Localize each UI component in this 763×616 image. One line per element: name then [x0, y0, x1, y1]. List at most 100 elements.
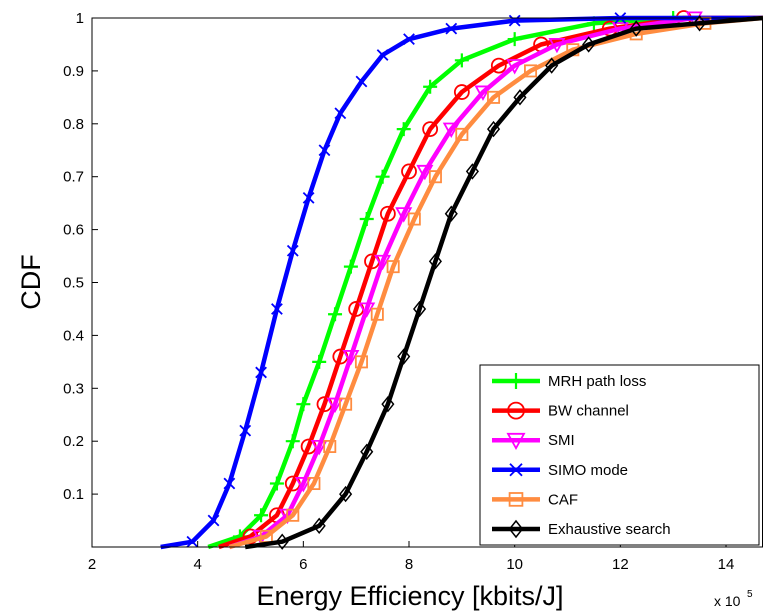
- diamond-marker: [582, 36, 596, 53]
- plus-marker: [343, 259, 358, 274]
- plus-marker: [254, 508, 269, 523]
- legend-item: CAF: [492, 491, 578, 508]
- y-tick-label: 0.6: [63, 222, 84, 239]
- legend: MRH path loss BW channel SMI SIMO mode CAF Ex…: [479, 364, 760, 546]
- diamond-marker: [413, 300, 427, 318]
- y-tick-label: 0.9: [63, 63, 84, 80]
- square-marker: [323, 439, 337, 453]
- triangle-marker: [294, 477, 312, 493]
- square-marker: [524, 64, 538, 78]
- legend-item: Exhaustive search: [492, 519, 671, 539]
- square-marker: [428, 170, 442, 184]
- x-marker: [239, 424, 252, 437]
- plus-marker: [454, 53, 469, 68]
- x-marker: [376, 49, 389, 61]
- triangle-marker: [342, 350, 360, 366]
- y-axis-title: CDF: [16, 254, 46, 310]
- x-marker: [355, 75, 368, 88]
- square-marker: [407, 212, 421, 226]
- x-tick-label: 2: [88, 556, 96, 573]
- square-marker: [487, 90, 501, 104]
- diamond-marker: [629, 20, 643, 37]
- square-marker: [455, 127, 469, 141]
- series-line: [207, 15, 763, 550]
- x-marker: [445, 22, 458, 35]
- x-tick-label: 6: [299, 556, 307, 573]
- square-marker: [354, 355, 368, 369]
- legend-label: BW channel: [548, 403, 629, 420]
- triangle-marker: [326, 397, 344, 414]
- series-3: [160, 12, 763, 550]
- triangle-marker: [442, 122, 460, 138]
- diamond-marker: [508, 519, 524, 539]
- x-marker: [271, 303, 283, 315]
- triangle-marker: [548, 37, 566, 54]
- diamond-marker: [545, 57, 559, 74]
- series-2: [228, 11, 763, 550]
- legend-item: SIMO mode: [492, 462, 628, 479]
- circle-marker: [422, 121, 439, 137]
- series-line: [244, 15, 763, 550]
- y-tick-label: 0.2: [63, 433, 84, 450]
- x-marker: [286, 244, 299, 257]
- diamond-marker: [465, 163, 479, 180]
- plus-marker: [269, 476, 284, 491]
- x-axis-multiplier-exponent: 5: [747, 589, 753, 600]
- legend-label: SMI: [548, 432, 575, 449]
- square-marker: [307, 477, 321, 491]
- diamond-marker: [513, 89, 527, 106]
- y-tick-label: 0.4: [63, 327, 84, 344]
- y-tick-label: 0.1: [63, 486, 84, 503]
- y-tick-label: 0.8: [63, 116, 84, 133]
- y-tick-label: 0.5: [63, 275, 84, 292]
- plus-marker: [328, 307, 343, 322]
- x-marker: [334, 107, 347, 120]
- legend-label: SIMO mode: [548, 462, 628, 479]
- legend-item: MRH path loss: [492, 373, 646, 390]
- y-axis-ticks: 0.1 0.2 0.3 0.4 0.5 0.6 0.7 0.8 0.9 1: [63, 10, 98, 503]
- diamond-marker: [275, 533, 289, 550]
- y-tick-label: 1: [76, 10, 84, 27]
- series-line: [228, 15, 763, 550]
- diamond-marker: [444, 205, 458, 222]
- x-axis-title: Energy Efficiency [kbits/J]: [256, 581, 563, 611]
- triangle-marker: [395, 207, 413, 223]
- square-marker: [386, 260, 400, 274]
- square-marker: [370, 307, 384, 321]
- diamond-marker: [339, 485, 353, 503]
- triangle-marker: [416, 164, 434, 181]
- x-tick-label: 14: [718, 556, 735, 573]
- x-marker: [508, 14, 521, 27]
- x-axis-ticks: 2 4 6 8 10 12 14: [88, 541, 735, 573]
- plus-marker: [312, 354, 327, 369]
- x-marker: [302, 191, 315, 204]
- series-5: [244, 15, 763, 550]
- triangle-marker: [310, 439, 328, 456]
- diamond-marker: [428, 253, 442, 270]
- plus-marker: [375, 169, 390, 184]
- legend-label: CAF: [548, 491, 578, 508]
- x-tick-label: 8: [405, 556, 413, 573]
- series-layer: [160, 10, 763, 550]
- legend-label: Exhaustive search: [548, 521, 671, 538]
- plus-marker: [396, 122, 411, 137]
- circle-marker: [401, 163, 417, 180]
- y-tick-label: 0.3: [63, 380, 84, 397]
- circle-marker: [379, 205, 396, 222]
- circle-marker: [490, 57, 507, 74]
- x-axis-multiplier: x 10: [714, 593, 741, 609]
- diamond-marker: [360, 443, 374, 460]
- x-marker: [255, 366, 267, 379]
- x-marker: [207, 514, 220, 527]
- circle-marker: [453, 84, 470, 100]
- series-0: [207, 11, 763, 550]
- plus-marker: [508, 373, 524, 389]
- triangle-marker: [374, 254, 392, 271]
- x-marker: [509, 463, 523, 477]
- x-tick-label: 12: [612, 556, 629, 573]
- legend-item: BW channel: [492, 401, 629, 420]
- x-tick-label: 4: [193, 556, 201, 573]
- diamond-marker: [381, 395, 395, 413]
- square-marker: [508, 492, 524, 507]
